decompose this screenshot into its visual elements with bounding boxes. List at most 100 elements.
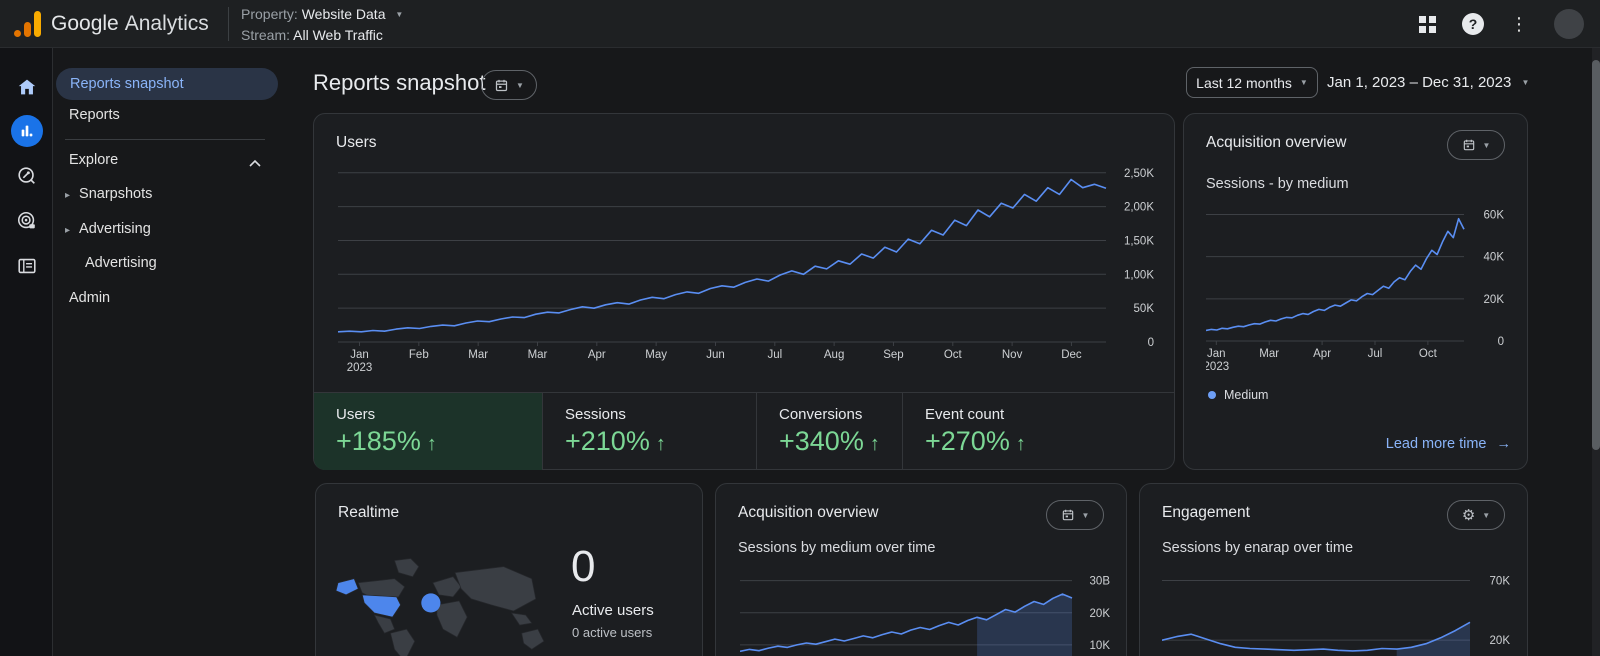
users-chart[interactable]: 2,50K 2,00K 1,50K 1,00K 50K 0 Jan 2023 Feb Mar Mar… [337,166,1156,376]
svg-text:Jul: Jul [767,349,782,361]
card-calendar-button[interactable]: ▼ [1046,500,1104,530]
up-arrow-icon: ↑ [426,433,437,455]
reports-button[interactable] [0,114,53,148]
advertising-button[interactable] [0,204,53,238]
avatar[interactable] [1554,9,1584,39]
date-range-preset-button[interactable]: Last 12 months ▼ [1186,67,1318,98]
gear-icon: ⚙ [1461,507,1476,524]
metric-tile-conversions[interactable]: Conversions +340% ↑ [756,393,902,470]
chevron-up-icon[interactable] [248,155,262,173]
realtime-card-title: Realtime [338,504,400,521]
property-stream-block: Property: Website Data ▼ Stream: All Web… [241,4,403,46]
nav-divider [65,139,265,140]
engagement-card-subtitle: Sessions by enarap over time [1162,540,1354,556]
help-icon: ? [1468,16,1478,32]
svg-text:50K: 50K [1134,303,1155,315]
help-button[interactable]: ? [1462,13,1484,35]
svg-text:2,00K: 2,00K [1124,202,1154,214]
brand: Google Analytics [14,0,209,48]
svg-text:Jul: Jul [1368,348,1383,360]
metric-tile-event-count[interactable]: Event count +270% ↑ [902,393,1174,470]
svg-text:1,50K: 1,50K [1124,235,1154,247]
calendar-icon [1463,139,1474,151]
svg-text:10K: 10K [1090,640,1111,652]
library-button[interactable] [0,249,53,283]
card-calendar-button[interactable]: ▼ [1447,130,1505,160]
google-analytics-logo-icon [14,11,41,37]
svg-text:70K: 70K [1490,576,1511,588]
calendar-icon [1062,509,1073,521]
svg-text:Oct: Oct [944,349,963,361]
svg-text:Nov: Nov [1002,349,1023,361]
date-range-text[interactable]: Jan 1, 2023 – Dec 31, 2023 ▼ [1327,74,1530,91]
realtime-card: Realtime 0 Active users 0 active users [315,483,703,656]
library-icon [17,258,36,274]
kebab-icon: ⋮ [1510,13,1528,34]
brand-analytics: Analytics [124,12,209,35]
advertising-icon [17,211,35,229]
stream-label: Stream: [241,27,291,43]
scrollbar-thumb[interactable] [1592,60,1600,450]
svg-text:Jan: Jan [1207,348,1226,360]
home-icon [18,79,35,95]
sidebar-item-advertising-2[interactable]: Advertising [85,255,157,271]
chart-legend: Medium [1208,388,1268,402]
sessions-by-medium-over-time-chart[interactable]: 30B 20K 10K [739,571,1112,656]
brand-google: Google [51,12,119,35]
home-button[interactable] [0,70,53,104]
tree-arrow-icon: ▸ [65,225,71,236]
sidebar-item-explore[interactable]: Explore [69,152,119,168]
report-calendar-button[interactable]: ▼ [481,70,537,100]
acquisition-overview-card: Acquisition overview ▼ Sessions - by med… [1183,113,1528,470]
stream-row: Stream: All Web Traffic [241,25,403,46]
svg-text:30B: 30B [1090,576,1111,588]
sessions-by-enarap-chart[interactable]: 70K 20K [1161,571,1512,656]
svg-text:0: 0 [1148,337,1154,349]
svg-text:Jan: Jan [350,349,369,361]
explore-icon [17,167,35,184]
world-map[interactable] [334,556,558,656]
stream-value: All Web Traffic [293,27,383,43]
svg-text:May: May [645,349,667,361]
svg-text:20K: 20K [1090,608,1111,620]
card-settings-button[interactable]: ⚙ ▼ [1447,500,1505,530]
reports-icon [21,125,32,137]
users-card: Users 2,50K 2,00K 1,50K 1,00K 50K 0 Jan 2023 Feb… [313,113,1175,470]
svg-text:Mar: Mar [1259,348,1279,360]
metric-tile-users[interactable]: Users +185% ↑ [314,393,542,470]
sidebar-item-snarpshots[interactable]: ▸ Snarpshots [65,186,153,202]
svg-text:2023: 2023 [1206,361,1229,373]
svg-text:20K: 20K [1484,294,1505,306]
sidebar-item-advertising-1[interactable]: ▸ Advertising [65,221,151,237]
legend-dot-icon [1208,391,1216,399]
explore-button[interactable] [0,159,53,193]
acquisition-bottom-subtitle: Sessions by medium over time [738,540,936,556]
svg-text:0: 0 [1498,336,1504,348]
lead-more-time-link[interactable]: Lead more time → [1385,436,1512,452]
svg-text:20K: 20K [1490,635,1511,647]
chevron-down-icon: ▼ [516,80,524,90]
users-card-title: Users [336,134,377,151]
svg-text:Mar: Mar [468,349,488,361]
svg-text:Dec: Dec [1061,349,1082,361]
calendar-icon [495,79,508,91]
sessions-by-medium-chart[interactable]: 60K 40K 20K 0 Jan 2023 Mar Apr Jul Oct [1204,206,1506,381]
legend-label: Medium [1224,388,1269,402]
svg-text:Apr: Apr [588,349,606,361]
sidebar-item-reports[interactable]: Reports [69,107,120,123]
chevron-down-icon[interactable]: ▼ [395,10,404,19]
active-users-sub: 0 active users [572,625,653,640]
chevron-down-icon: ▼ [1521,78,1530,87]
up-arrow-icon: ↑ [1015,433,1026,455]
property-label: Property: [241,6,298,22]
sidebar-item-admin[interactable]: Admin [69,290,111,306]
sidebar-item-reports-snapshot[interactable]: Reports snapshot [56,68,278,100]
arrow-right-icon: → [1496,436,1512,452]
page-title: Reports snapshot [313,70,486,95]
metric-tile-sessions[interactable]: Sessions +210% ↑ [542,393,756,470]
apps-grid-icon[interactable] [1419,15,1436,33]
chevron-down-icon: ▼ [1081,510,1090,520]
svg-text:2,50K: 2,50K [1124,168,1154,180]
property-selector[interactable]: Property: Website Data ▼ [241,4,403,25]
more-options-button[interactable]: ⋮ [1510,14,1528,35]
